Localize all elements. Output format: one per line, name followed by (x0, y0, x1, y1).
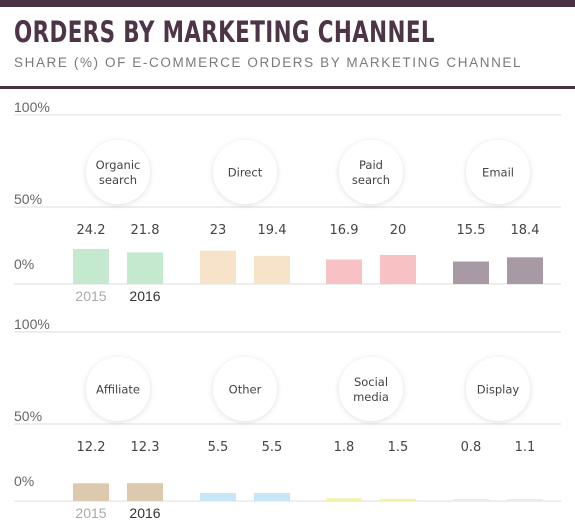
bar-value-label: 21.8 (131, 223, 160, 238)
year-label: 2016 (129, 505, 160, 521)
bar-value-label: 12.2 (77, 440, 106, 455)
category-label: Affiliate (96, 383, 140, 397)
bar (380, 498, 416, 501)
bar-value-label: 5.5 (262, 440, 283, 455)
bar-value-label: 18.4 (511, 223, 540, 238)
bar-value-label: 1.5 (388, 440, 409, 455)
bar (127, 252, 163, 284)
category-circle (213, 357, 277, 421)
bar (453, 261, 489, 284)
y-tick-label: 50% (14, 191, 42, 207)
year-label: 2015 (75, 505, 106, 521)
category-circle (213, 140, 277, 204)
bar (507, 257, 543, 284)
bar-value-label: 15.5 (457, 223, 486, 238)
bar-value-label: 1.1 (515, 440, 536, 455)
chart-title: ORDERS BY MARKETING CHANNEL (14, 15, 435, 49)
bar (73, 483, 109, 501)
category-label: Organic (96, 158, 141, 172)
category-circle (86, 140, 150, 204)
year-label: 2016 (129, 288, 160, 304)
bar-value-label: 23 (210, 223, 227, 238)
bar (326, 259, 362, 284)
year-label: 2015 (75, 288, 106, 304)
bar (326, 498, 362, 501)
bar (127, 483, 163, 501)
top-accent-bar (0, 0, 575, 7)
y-tick-label: 100% (14, 316, 50, 332)
bar-value-label: 16.9 (330, 223, 359, 238)
bar-value-label: 19.4 (258, 223, 287, 238)
bar (254, 255, 290, 284)
bar (453, 499, 489, 501)
y-tick-label: 50% (14, 408, 42, 424)
header-divider (0, 86, 575, 89)
category-label: media (353, 390, 389, 404)
bar-value-label: 20 (390, 223, 407, 238)
category-label: Paid (359, 158, 383, 172)
y-tick-label: 0% (14, 473, 34, 489)
y-tick-label: 100% (14, 99, 50, 115)
bar-value-label: 5.5 (208, 440, 229, 455)
bar (200, 250, 236, 284)
category-circle (466, 357, 530, 421)
bar (380, 255, 416, 284)
bar (73, 248, 109, 284)
category-circle (466, 140, 530, 204)
category-label: search (352, 173, 390, 187)
category-label: Display (477, 383, 520, 397)
bar (507, 499, 543, 501)
bar (254, 493, 290, 501)
category-label: Email (482, 166, 514, 180)
category-label: Direct (228, 166, 263, 180)
chart-subtitle: SHARE (%) OF E-COMMERCE ORDERS BY MARKET… (14, 55, 523, 70)
category-circle (86, 357, 150, 421)
category-circle (339, 357, 403, 421)
bar-value-label: 0.8 (461, 440, 482, 455)
category-label: Social (354, 375, 388, 389)
y-tick-label: 0% (14, 256, 34, 272)
category-label: search (99, 173, 137, 187)
category-circle (339, 140, 403, 204)
category-label: Other (229, 383, 262, 397)
bar-value-label: 24.2 (77, 223, 106, 238)
bar (200, 493, 236, 501)
bar-value-label: 1.8 (334, 440, 355, 455)
bar-value-label: 12.3 (131, 440, 160, 455)
